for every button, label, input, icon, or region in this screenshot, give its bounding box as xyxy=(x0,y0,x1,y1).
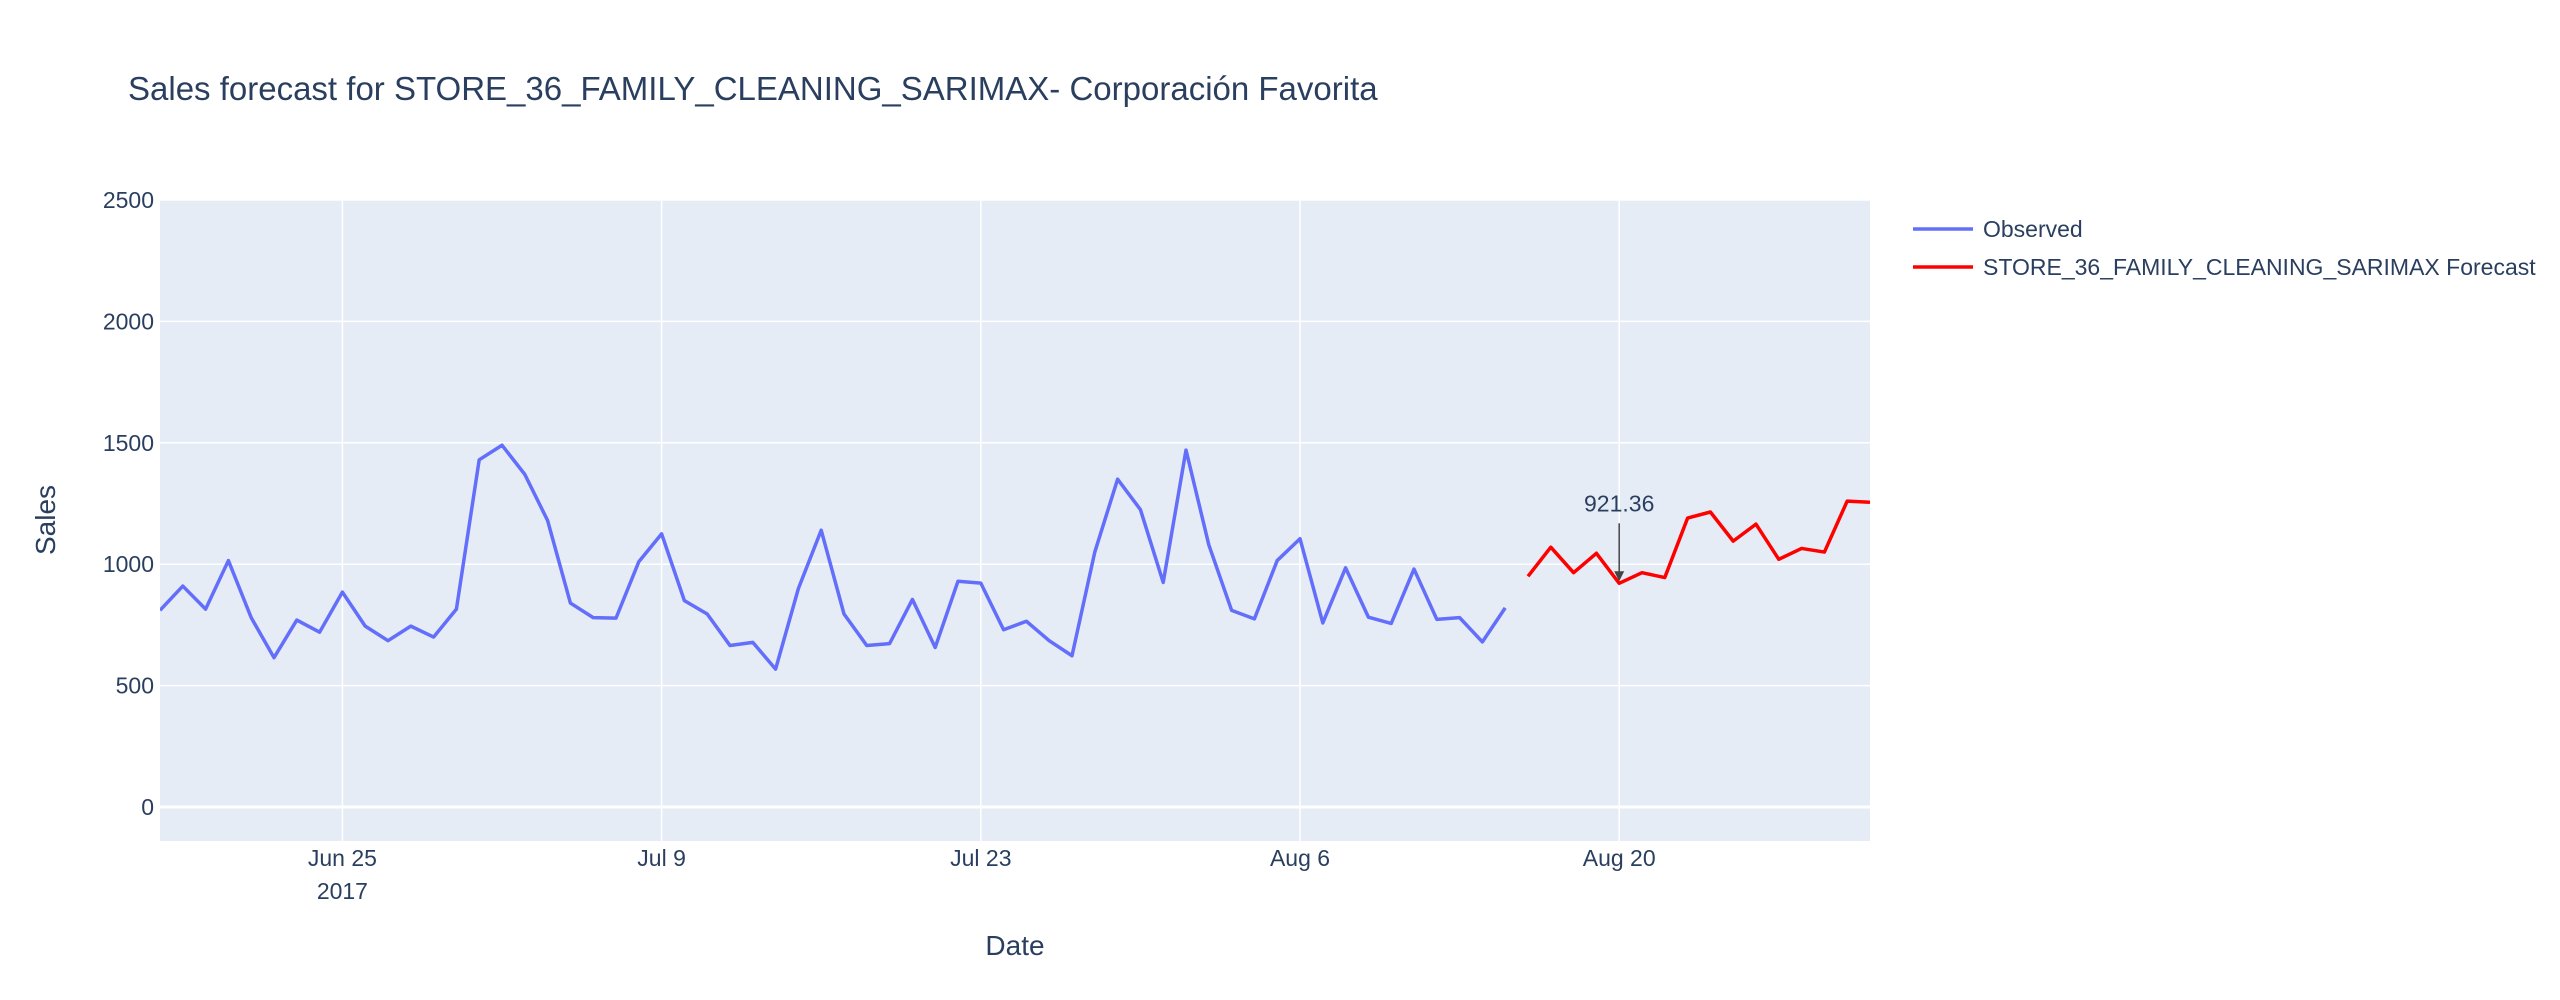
series-line-0[interactable] xyxy=(160,443,1507,671)
y-tick-label: 2500 xyxy=(103,187,154,213)
series-lines xyxy=(160,443,1870,671)
x-tick-label: Jul 9 xyxy=(637,845,686,871)
y-tick-label: 500 xyxy=(116,673,154,699)
y-tick-label: 1000 xyxy=(103,551,154,577)
axis-ticks: 0 500 1000 1500 2000 2500 Jun 25 2017 Jul 9 Jul 2… xyxy=(103,187,1656,904)
annotations: 921.36 xyxy=(1584,490,1654,582)
x-tick-sublabel: 2017 xyxy=(317,878,368,904)
legend-item[interactable]: STORE_36_FAMILY_CLEANING_SARIMAX Forecas… xyxy=(1913,254,2536,280)
grid-lines xyxy=(160,199,1870,841)
x-axis-title: Date xyxy=(985,930,1044,961)
x-tick-label: Jul 23 xyxy=(950,845,1011,871)
y-tick-label: 1500 xyxy=(103,430,154,456)
x-tick-label: Aug 20 xyxy=(1583,845,1656,871)
plot-area xyxy=(160,200,1870,841)
legend-label: Observed xyxy=(1983,216,2083,242)
x-tick-label: Jun 25 xyxy=(308,845,377,871)
legend-item[interactable]: Observed xyxy=(1913,216,2083,242)
y-tick-label: 0 xyxy=(141,794,154,820)
legend[interactable]: Observed STORE_36_FAMILY_CLEANING_SARIMAX… xyxy=(1913,216,2536,280)
chart-title: Sales forecast for STORE_36_FAMILY_CLEAN… xyxy=(128,70,1378,107)
series-line-1[interactable] xyxy=(1526,499,1870,586)
y-tick-label: 2000 xyxy=(103,308,154,334)
annotation-label: 921.36 xyxy=(1584,490,1654,516)
x-tick-label: Aug 6 xyxy=(1270,845,1330,871)
y-axis-title: Sales xyxy=(30,485,61,555)
legend-label: STORE_36_FAMILY_CLEANING_SARIMAX Forecas… xyxy=(1983,254,2536,280)
annotation-arrowhead xyxy=(1614,571,1625,582)
